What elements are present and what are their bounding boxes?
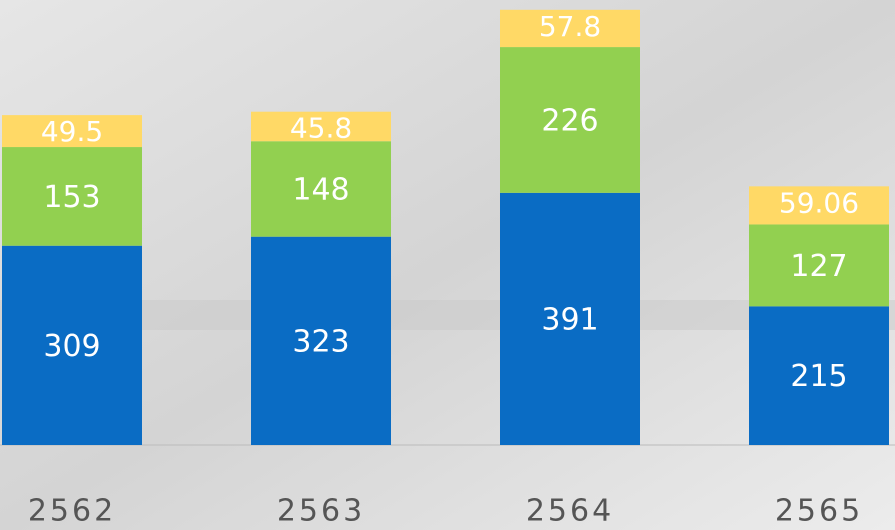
x-tick-label: 2564	[526, 494, 614, 529]
data-label: 226	[541, 103, 598, 138]
data-label: 309	[43, 329, 100, 364]
x-tick-label: 2562	[28, 494, 116, 529]
x-tick-label: 2563	[277, 494, 365, 529]
data-label: 153	[43, 180, 100, 215]
data-label: 323	[292, 324, 349, 359]
data-label: 127	[790, 249, 847, 284]
data-label: 45.8	[290, 112, 352, 145]
data-label: 148	[292, 172, 349, 207]
data-label: 49.5	[41, 115, 103, 148]
data-label: 59.06	[779, 186, 859, 219]
x-tick-label: 2565	[775, 494, 863, 529]
data-label: 391	[541, 302, 598, 337]
chart: 309 153 49.5 2562 323 148 45.8 2563 391 226 57.8 25…	[0, 0, 895, 530]
data-label: 57.8	[539, 10, 601, 43]
data-label: 215	[790, 359, 847, 394]
